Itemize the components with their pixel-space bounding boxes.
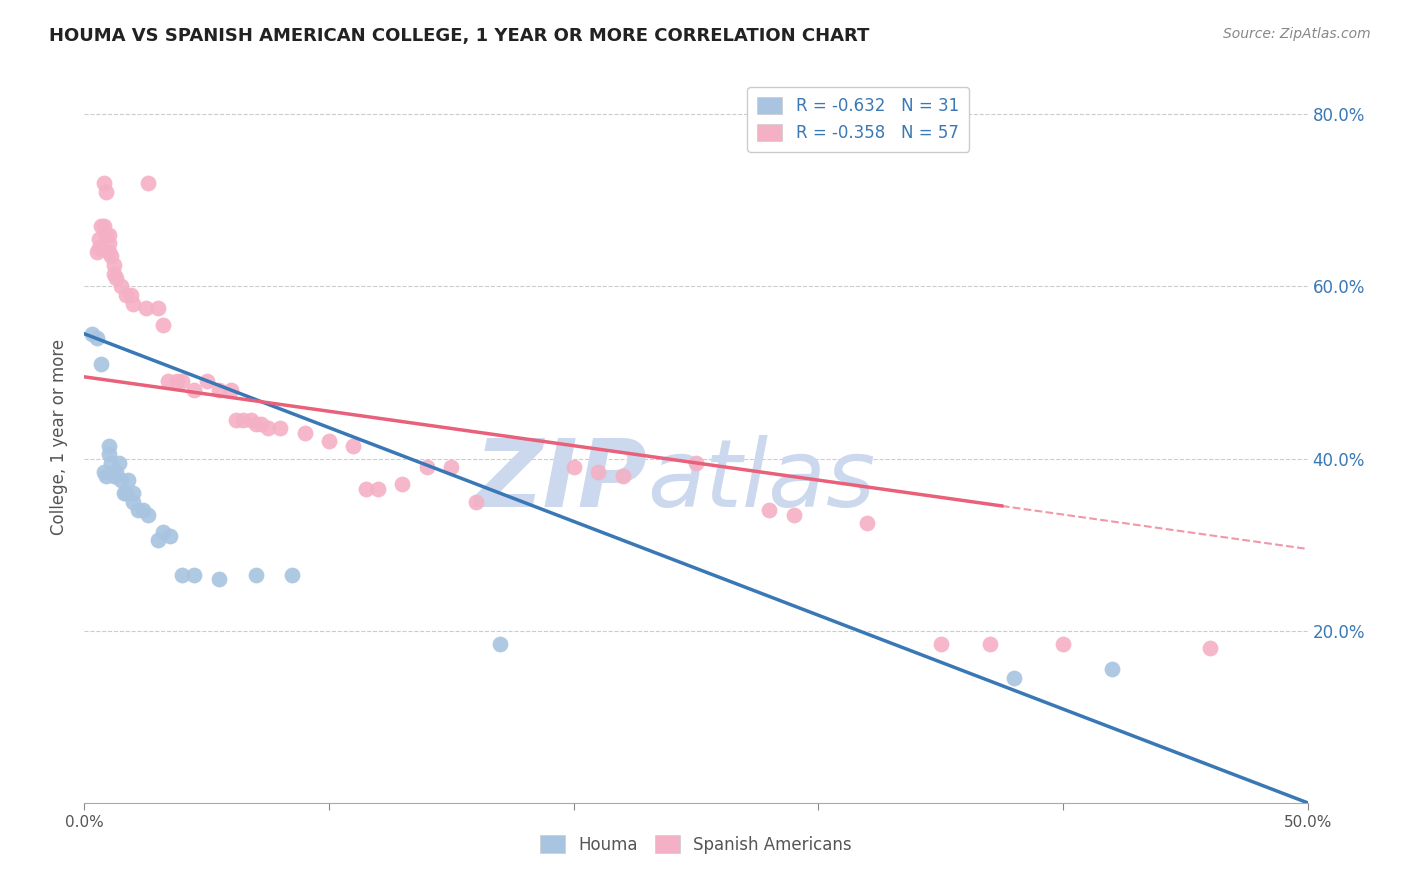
- Point: [87, 232, 110, 246]
- Point: [146, 301, 169, 315]
- Point: [979, 637, 1001, 651]
- Point: [103, 468, 125, 483]
- Point: [195, 374, 218, 388]
- Point: [100, 456, 122, 470]
- Point: [245, 417, 267, 432]
- Point: [103, 267, 125, 281]
- Point: [245, 567, 267, 582]
- Point: [117, 473, 139, 487]
- Point: [96, 227, 118, 242]
- Point: [225, 413, 247, 427]
- Point: [354, 482, 377, 496]
- Point: [105, 271, 128, 285]
- Point: [758, 503, 780, 517]
- Point: [87, 241, 110, 255]
- Point: [103, 258, 125, 272]
- Point: [97, 236, 120, 251]
- Point: [1052, 637, 1074, 651]
- Point: [112, 486, 135, 500]
- Point: [1198, 640, 1220, 655]
- Point: [86, 331, 108, 345]
- Point: [93, 465, 115, 479]
- Point: [391, 477, 413, 491]
- Point: [96, 468, 118, 483]
- Point: [318, 434, 340, 449]
- Point: [586, 465, 609, 479]
- Point: [183, 383, 205, 397]
- Text: Source: ZipAtlas.com: Source: ZipAtlas.com: [1223, 27, 1371, 41]
- Text: atlas: atlas: [647, 435, 876, 526]
- Point: [856, 516, 879, 530]
- Point: [281, 567, 304, 582]
- Point: [294, 425, 316, 440]
- Point: [929, 637, 952, 651]
- Point: [135, 301, 157, 315]
- Point: [136, 508, 159, 522]
- Point: [152, 524, 174, 539]
- Point: [97, 245, 120, 260]
- Point: [100, 249, 122, 263]
- Y-axis label: College, 1 year or more: College, 1 year or more: [51, 339, 69, 535]
- Point: [249, 417, 271, 432]
- Point: [93, 219, 115, 234]
- Point: [219, 383, 242, 397]
- Point: [127, 503, 149, 517]
- Point: [132, 503, 155, 517]
- Point: [269, 421, 291, 435]
- Point: [612, 468, 634, 483]
- Point: [115, 486, 138, 500]
- Point: [105, 465, 128, 479]
- Point: [342, 439, 364, 453]
- Point: [1002, 671, 1025, 685]
- Point: [122, 494, 145, 508]
- Point: [97, 227, 120, 242]
- Point: [239, 413, 262, 427]
- Point: [183, 567, 205, 582]
- Point: [96, 185, 118, 199]
- Point: [464, 494, 486, 508]
- Point: [489, 637, 512, 651]
- Point: [159, 529, 181, 543]
- Point: [685, 456, 707, 470]
- Point: [122, 296, 145, 310]
- Point: [166, 374, 188, 388]
- Point: [90, 357, 112, 371]
- Point: [232, 413, 254, 427]
- Point: [257, 421, 280, 435]
- Point: [783, 508, 806, 522]
- Point: [90, 219, 112, 234]
- Point: [1101, 662, 1123, 676]
- Point: [136, 176, 159, 190]
- Point: [152, 318, 174, 333]
- Point: [172, 374, 194, 388]
- Point: [440, 460, 463, 475]
- Point: [86, 245, 108, 260]
- Point: [122, 486, 145, 500]
- Text: HOUMA VS SPANISH AMERICAN COLLEGE, 1 YEAR OR MORE CORRELATION CHART: HOUMA VS SPANISH AMERICAN COLLEGE, 1 YEA…: [49, 27, 869, 45]
- Point: [93, 176, 115, 190]
- Point: [416, 460, 439, 475]
- Point: [562, 460, 585, 475]
- Point: [172, 567, 194, 582]
- Point: [208, 383, 231, 397]
- Point: [208, 572, 231, 586]
- Point: [156, 374, 179, 388]
- Point: [146, 533, 169, 548]
- Point: [97, 439, 120, 453]
- Point: [110, 279, 132, 293]
- Point: [110, 473, 132, 487]
- Point: [367, 482, 389, 496]
- Text: ZIP: ZIP: [474, 435, 647, 527]
- Point: [107, 456, 129, 470]
- Point: [80, 326, 103, 341]
- Point: [120, 288, 142, 302]
- Point: [97, 447, 120, 461]
- Legend: Houma, Spanish Americans: Houma, Spanish Americans: [533, 829, 859, 860]
- Point: [115, 288, 138, 302]
